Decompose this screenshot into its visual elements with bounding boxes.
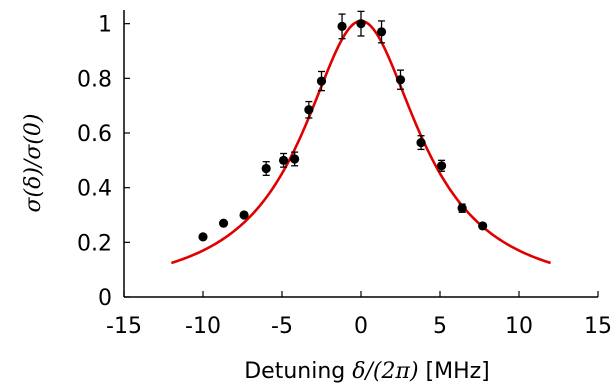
data-point (198, 232, 208, 242)
data-point (356, 10, 366, 37)
data-point (261, 161, 271, 177)
y-tick-label: 1 (98, 13, 112, 38)
data-marker (218, 218, 229, 228)
data-point (376, 20, 387, 44)
data-marker (239, 210, 249, 220)
data-point (436, 159, 447, 172)
x-axis-label-text: Detuning (244, 359, 352, 384)
data-marker (278, 155, 289, 165)
data-marker (376, 27, 387, 37)
data-marker (304, 105, 314, 115)
data-marker (290, 154, 300, 164)
data-marker (198, 232, 208, 242)
ticks: -15 -10 -5 0 5 10 15 0 0.2 0.4 0.6 0.8 1 (77, 13, 612, 339)
y-tick-label: 0.4 (77, 177, 112, 202)
data-marker (436, 161, 447, 171)
y-tick-label: 0.6 (77, 122, 112, 147)
y-axis-label: σ(δ)/σ(0) (21, 113, 46, 212)
data-marker (356, 19, 366, 29)
x-axis-label: Detuning δ/(2π) [MHz] (244, 359, 490, 384)
data-point (316, 70, 327, 92)
data-point (239, 210, 249, 220)
data-marker (395, 75, 406, 85)
data-point (290, 151, 300, 167)
data-point (304, 100, 314, 119)
data-point (278, 152, 289, 168)
data-marker (316, 76, 327, 86)
x-tick-label: -5 (271, 314, 293, 339)
data-points (198, 10, 488, 242)
x-tick-label: -10 (185, 314, 221, 339)
x-tick-label: 15 (584, 314, 612, 339)
x-axis-label-unit: [MHz] (419, 359, 490, 384)
data-point (457, 203, 467, 213)
data-point (416, 135, 426, 151)
data-marker (457, 203, 467, 213)
y-tick-label: 0 (98, 286, 112, 311)
data-marker (261, 163, 271, 174)
data-marker (416, 137, 426, 148)
data-point (395, 69, 406, 90)
x-tick-label: 5 (433, 314, 447, 339)
x-axis-label-math: δ/(2π) (352, 359, 418, 384)
data-marker (337, 21, 347, 31)
y-tick-label: 0.8 (77, 67, 112, 92)
data-marker (478, 221, 488, 231)
x-tick-label: 10 (505, 314, 533, 339)
y-tick-label: 0.2 (77, 231, 112, 256)
data-point (218, 218, 229, 228)
data-point (478, 221, 488, 231)
data-point (337, 13, 347, 40)
fit-curve (171, 19, 551, 265)
fit-layer (171, 19, 551, 265)
x-tick-label: -15 (106, 314, 142, 339)
x-tick-label: 0 (354, 314, 368, 339)
